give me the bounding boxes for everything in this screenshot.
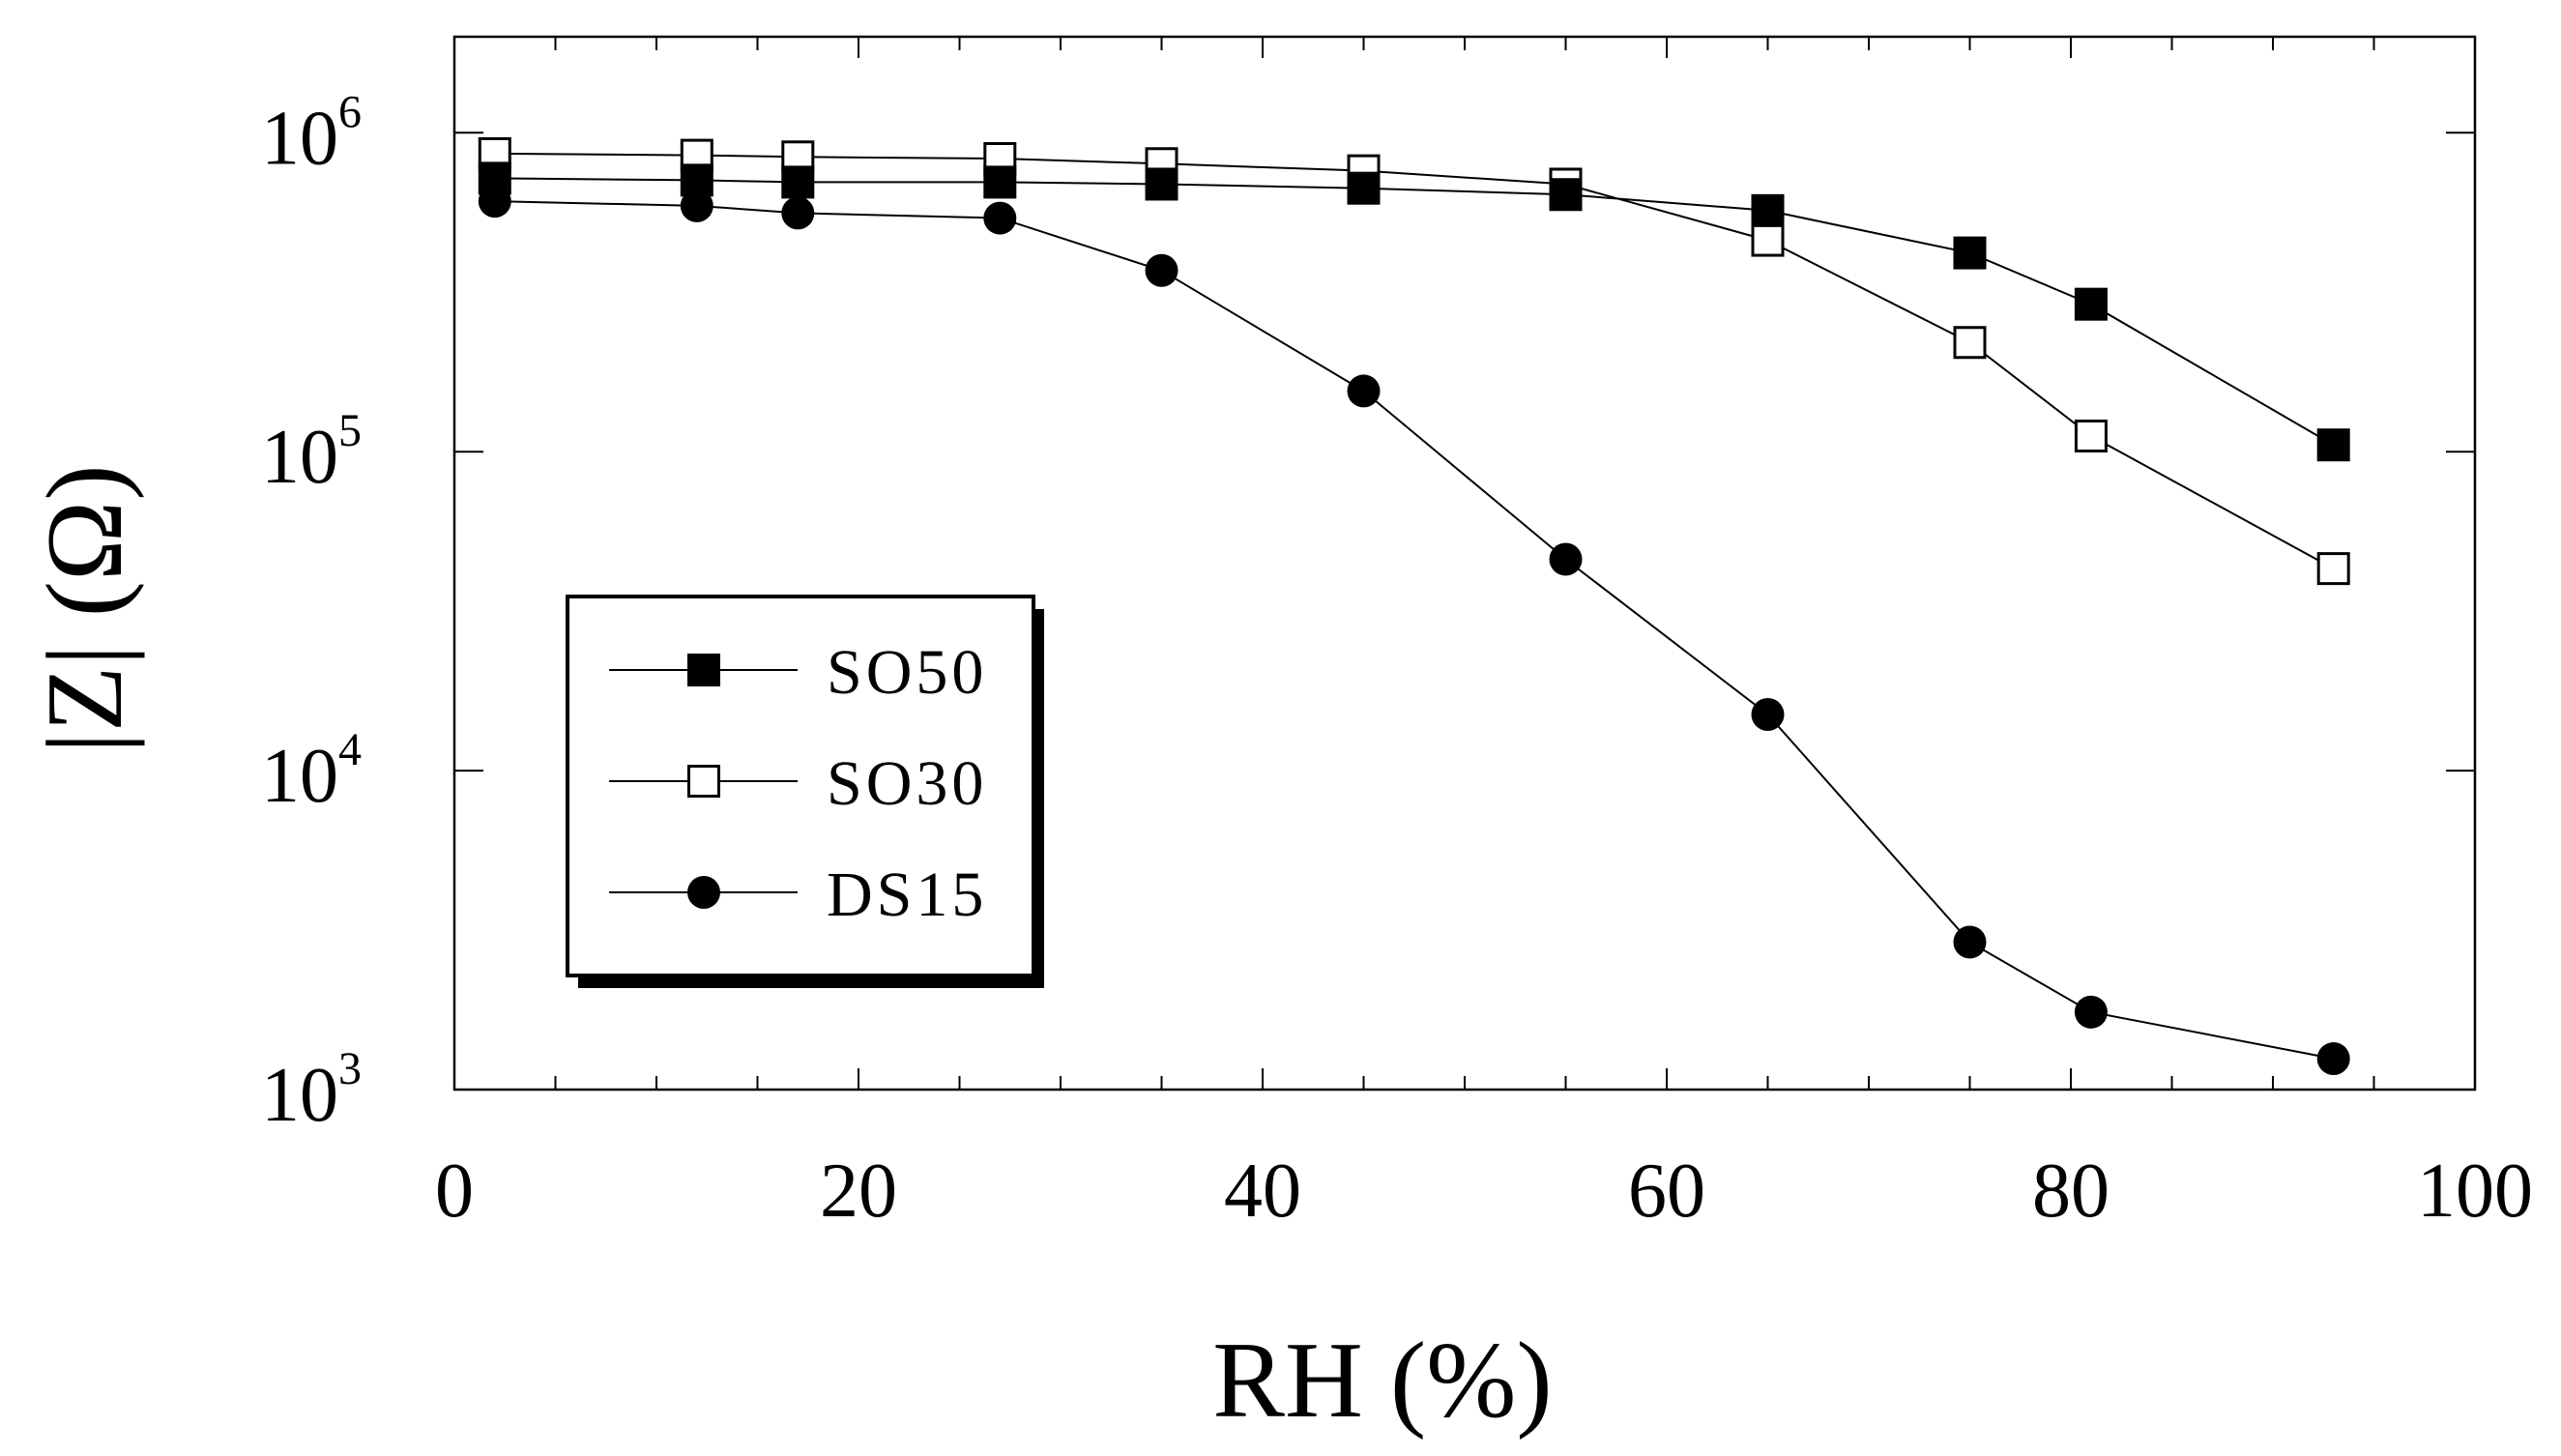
y-tick-exponent: 4 <box>338 724 362 775</box>
data-point <box>781 165 815 199</box>
legend-label: SO30 <box>827 748 987 819</box>
y-tick-label: 103 <box>261 1043 362 1138</box>
legend-box <box>566 595 1035 977</box>
series-so30 <box>478 136 2350 586</box>
x-tick-label: 20 <box>820 1149 897 1234</box>
legend: SO50 SO30 DS15 <box>566 595 1044 988</box>
data-point <box>983 201 1017 235</box>
x-tick-label: 80 <box>2032 1149 2110 1234</box>
y-tick-exponent: 3 <box>338 1043 362 1094</box>
series-group <box>478 136 2350 1076</box>
x-tick-label: 0 <box>435 1149 474 1234</box>
data-point <box>781 196 815 230</box>
x-tick-label: 40 <box>1224 1149 1301 1234</box>
legend-label: SO50 <box>827 637 987 708</box>
data-point <box>1751 698 1785 732</box>
y-tick-base: 10 <box>261 734 338 819</box>
data-point <box>2074 419 2108 452</box>
data-point <box>1953 326 1987 360</box>
legend-label: DS15 <box>827 859 987 930</box>
series-so50 <box>478 161 2350 462</box>
y-tick-base: 10 <box>261 415 338 500</box>
data-point <box>2074 995 2108 1029</box>
data-point <box>1953 925 1987 959</box>
y-tick-label: 104 <box>261 724 362 819</box>
x-tick-label: 60 <box>1628 1149 1705 1234</box>
data-point <box>687 765 720 798</box>
data-point <box>2316 552 2350 586</box>
data-point <box>1751 193 1785 227</box>
data-point <box>1347 374 1381 408</box>
data-point <box>2316 428 2350 462</box>
data-point <box>1145 167 1179 201</box>
data-point <box>2316 1042 2350 1076</box>
data-point <box>1347 171 1381 205</box>
data-point <box>687 654 720 686</box>
y-tick-exponent: 5 <box>338 405 362 456</box>
data-point <box>1953 236 1987 270</box>
data-point <box>478 185 511 218</box>
data-point <box>1751 223 1785 257</box>
data-point <box>1549 178 1583 212</box>
data-point <box>680 189 713 222</box>
data-point <box>687 876 720 909</box>
x-tick-label: 100 <box>2417 1149 2533 1234</box>
y-axis-title: |Z| (Ω) <box>25 464 145 753</box>
y-tick-base: 10 <box>261 96 338 181</box>
series-line <box>494 177 2335 447</box>
data-point <box>2074 287 2108 321</box>
x-axis-title: RH (%) <box>1212 1321 1552 1441</box>
data-point <box>1145 253 1179 287</box>
y-tick-label: 106 <box>261 86 362 181</box>
series-ds15 <box>478 185 2350 1076</box>
y-tick-label: 105 <box>261 405 362 500</box>
series-line <box>494 152 2335 569</box>
y-tick-base: 10 <box>261 1053 338 1138</box>
data-point <box>983 165 1017 199</box>
y-tick-exponent: 6 <box>338 86 362 137</box>
data-point <box>1549 542 1583 576</box>
